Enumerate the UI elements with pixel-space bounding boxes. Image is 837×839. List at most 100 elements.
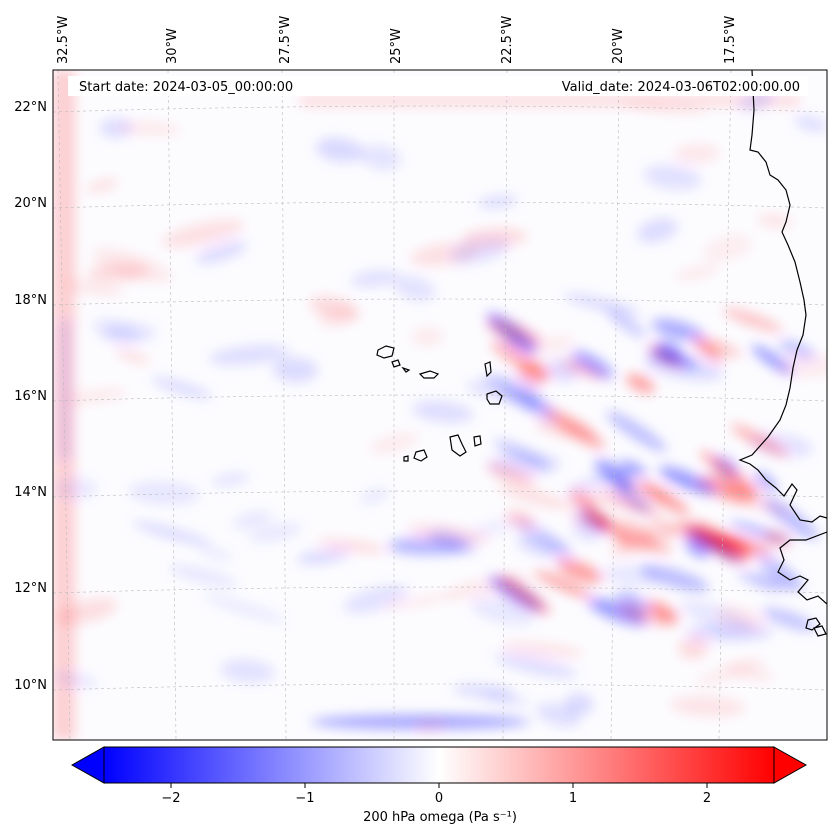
field-feature xyxy=(482,692,529,706)
field-feature-strong xyxy=(757,553,801,591)
field-feature-strong xyxy=(639,480,690,515)
lat-gridline xyxy=(53,201,827,209)
field-feature xyxy=(679,600,753,633)
field-feature xyxy=(359,487,390,505)
field-feature-strong xyxy=(697,336,742,357)
lon-gridline xyxy=(57,70,71,740)
field-feature xyxy=(128,480,201,506)
lat-gridline xyxy=(53,394,827,402)
field-feature xyxy=(410,326,445,347)
colorbar-body xyxy=(103,746,775,784)
field-feature xyxy=(343,584,409,614)
island-santiago xyxy=(449,434,467,457)
field-feature-strong xyxy=(761,607,817,632)
omega-field xyxy=(53,70,827,740)
field-feature-strong xyxy=(693,339,724,362)
island-fogo xyxy=(413,449,428,462)
field-feature xyxy=(382,592,459,611)
field-feature xyxy=(669,695,746,717)
field-feature xyxy=(643,164,702,191)
lat-label-10n: 10°N xyxy=(14,678,47,693)
lon-gridline xyxy=(718,70,732,740)
island-maio xyxy=(473,435,482,447)
field-feature-strong xyxy=(647,600,679,622)
gridlines xyxy=(53,70,827,740)
field-feature-strong xyxy=(694,521,750,564)
island-sao-vicente xyxy=(391,359,401,368)
field-edge-west-neg xyxy=(60,320,70,460)
field-feature xyxy=(494,652,578,679)
island-sao-nicolau xyxy=(418,370,440,379)
field-feature xyxy=(197,545,234,562)
lat-gridline xyxy=(53,298,827,306)
field-feature xyxy=(315,137,364,163)
island-santa-luzia xyxy=(401,366,411,373)
island-brava xyxy=(403,455,409,462)
field-feature-strong xyxy=(595,491,662,516)
field-feature-strong xyxy=(763,497,819,540)
field-feature-strong xyxy=(615,592,650,613)
field-feature-strong xyxy=(763,531,791,547)
latitude-labels: 22°N 20°N 18°N 16°N 14°N 12°N 10°N xyxy=(14,100,47,693)
field-feature-strong xyxy=(484,375,541,397)
island-santo-antao xyxy=(376,345,395,359)
field-feature xyxy=(55,598,118,625)
field-feature-strong xyxy=(606,411,667,452)
field-feature-strong xyxy=(594,459,636,491)
lat-gridline xyxy=(53,586,827,594)
field-feature xyxy=(527,335,576,356)
lat-label-14n: 14°N xyxy=(14,485,47,500)
field-feature-strong xyxy=(699,450,761,497)
field-feature-strong xyxy=(571,350,614,379)
field-feature-strong xyxy=(722,308,783,333)
field-feature-strong xyxy=(545,408,605,450)
colorbar-ticks: −2 −1 0 1 2 xyxy=(161,783,711,806)
field-feature-strong xyxy=(655,340,683,361)
field-feature xyxy=(132,521,212,546)
field-feature xyxy=(411,400,474,424)
date-banner xyxy=(68,76,808,96)
field-feature xyxy=(55,477,98,500)
lat-gridline xyxy=(53,105,827,113)
field-feature xyxy=(91,247,173,283)
field-feature xyxy=(211,473,250,486)
field-feature xyxy=(756,214,793,228)
lon-gridline xyxy=(502,70,508,740)
field-feature-strong xyxy=(607,309,647,339)
colorbar-tick-label: −1 xyxy=(295,791,314,806)
field-feature xyxy=(317,538,387,553)
field-feature xyxy=(161,219,245,248)
field-feature xyxy=(794,115,827,132)
field-feature xyxy=(248,522,302,543)
field-feature xyxy=(535,702,581,728)
colorbar-label: 200 hPa omega (Pa s⁻¹) xyxy=(363,810,517,825)
lon-label-17-5w: 17.5°W xyxy=(723,16,738,64)
colorbar-tick-label: 1 xyxy=(569,791,577,806)
field-feature xyxy=(86,178,119,193)
field-feature xyxy=(350,269,400,288)
colorbar-extend-max xyxy=(773,746,808,784)
field-feature-strong xyxy=(751,344,794,375)
lon-label-20w: 20°W xyxy=(611,28,626,64)
lon-gridline xyxy=(610,70,620,740)
field-feature-strong xyxy=(647,519,713,541)
start-date-label: Start date: 2024-03-05_00:00:00 xyxy=(79,80,293,95)
field-feature-strong xyxy=(730,424,789,457)
colorbar-tick-label: 0 xyxy=(435,791,443,806)
field-feature-strong xyxy=(556,558,602,584)
field-feature xyxy=(203,594,287,623)
field-feature xyxy=(477,195,518,209)
lat-label-12n: 12°N xyxy=(14,581,47,596)
field-feature xyxy=(703,234,753,262)
lat-label-20n: 20°N xyxy=(14,196,47,211)
coastal-island-2 xyxy=(813,625,827,637)
valid-date-label: Valid_date: 2024-03-06T02:00:00.00 xyxy=(562,80,800,95)
colorbar: −2 −1 0 1 2 200 hPa omega (Pa s⁻¹) xyxy=(70,746,808,825)
field-feature-strong xyxy=(616,520,656,541)
field-feature xyxy=(496,483,571,510)
field-feature xyxy=(695,657,765,686)
field-feature xyxy=(66,388,128,404)
colorbar-tick-label: 2 xyxy=(703,791,711,806)
field-feature xyxy=(64,280,125,297)
